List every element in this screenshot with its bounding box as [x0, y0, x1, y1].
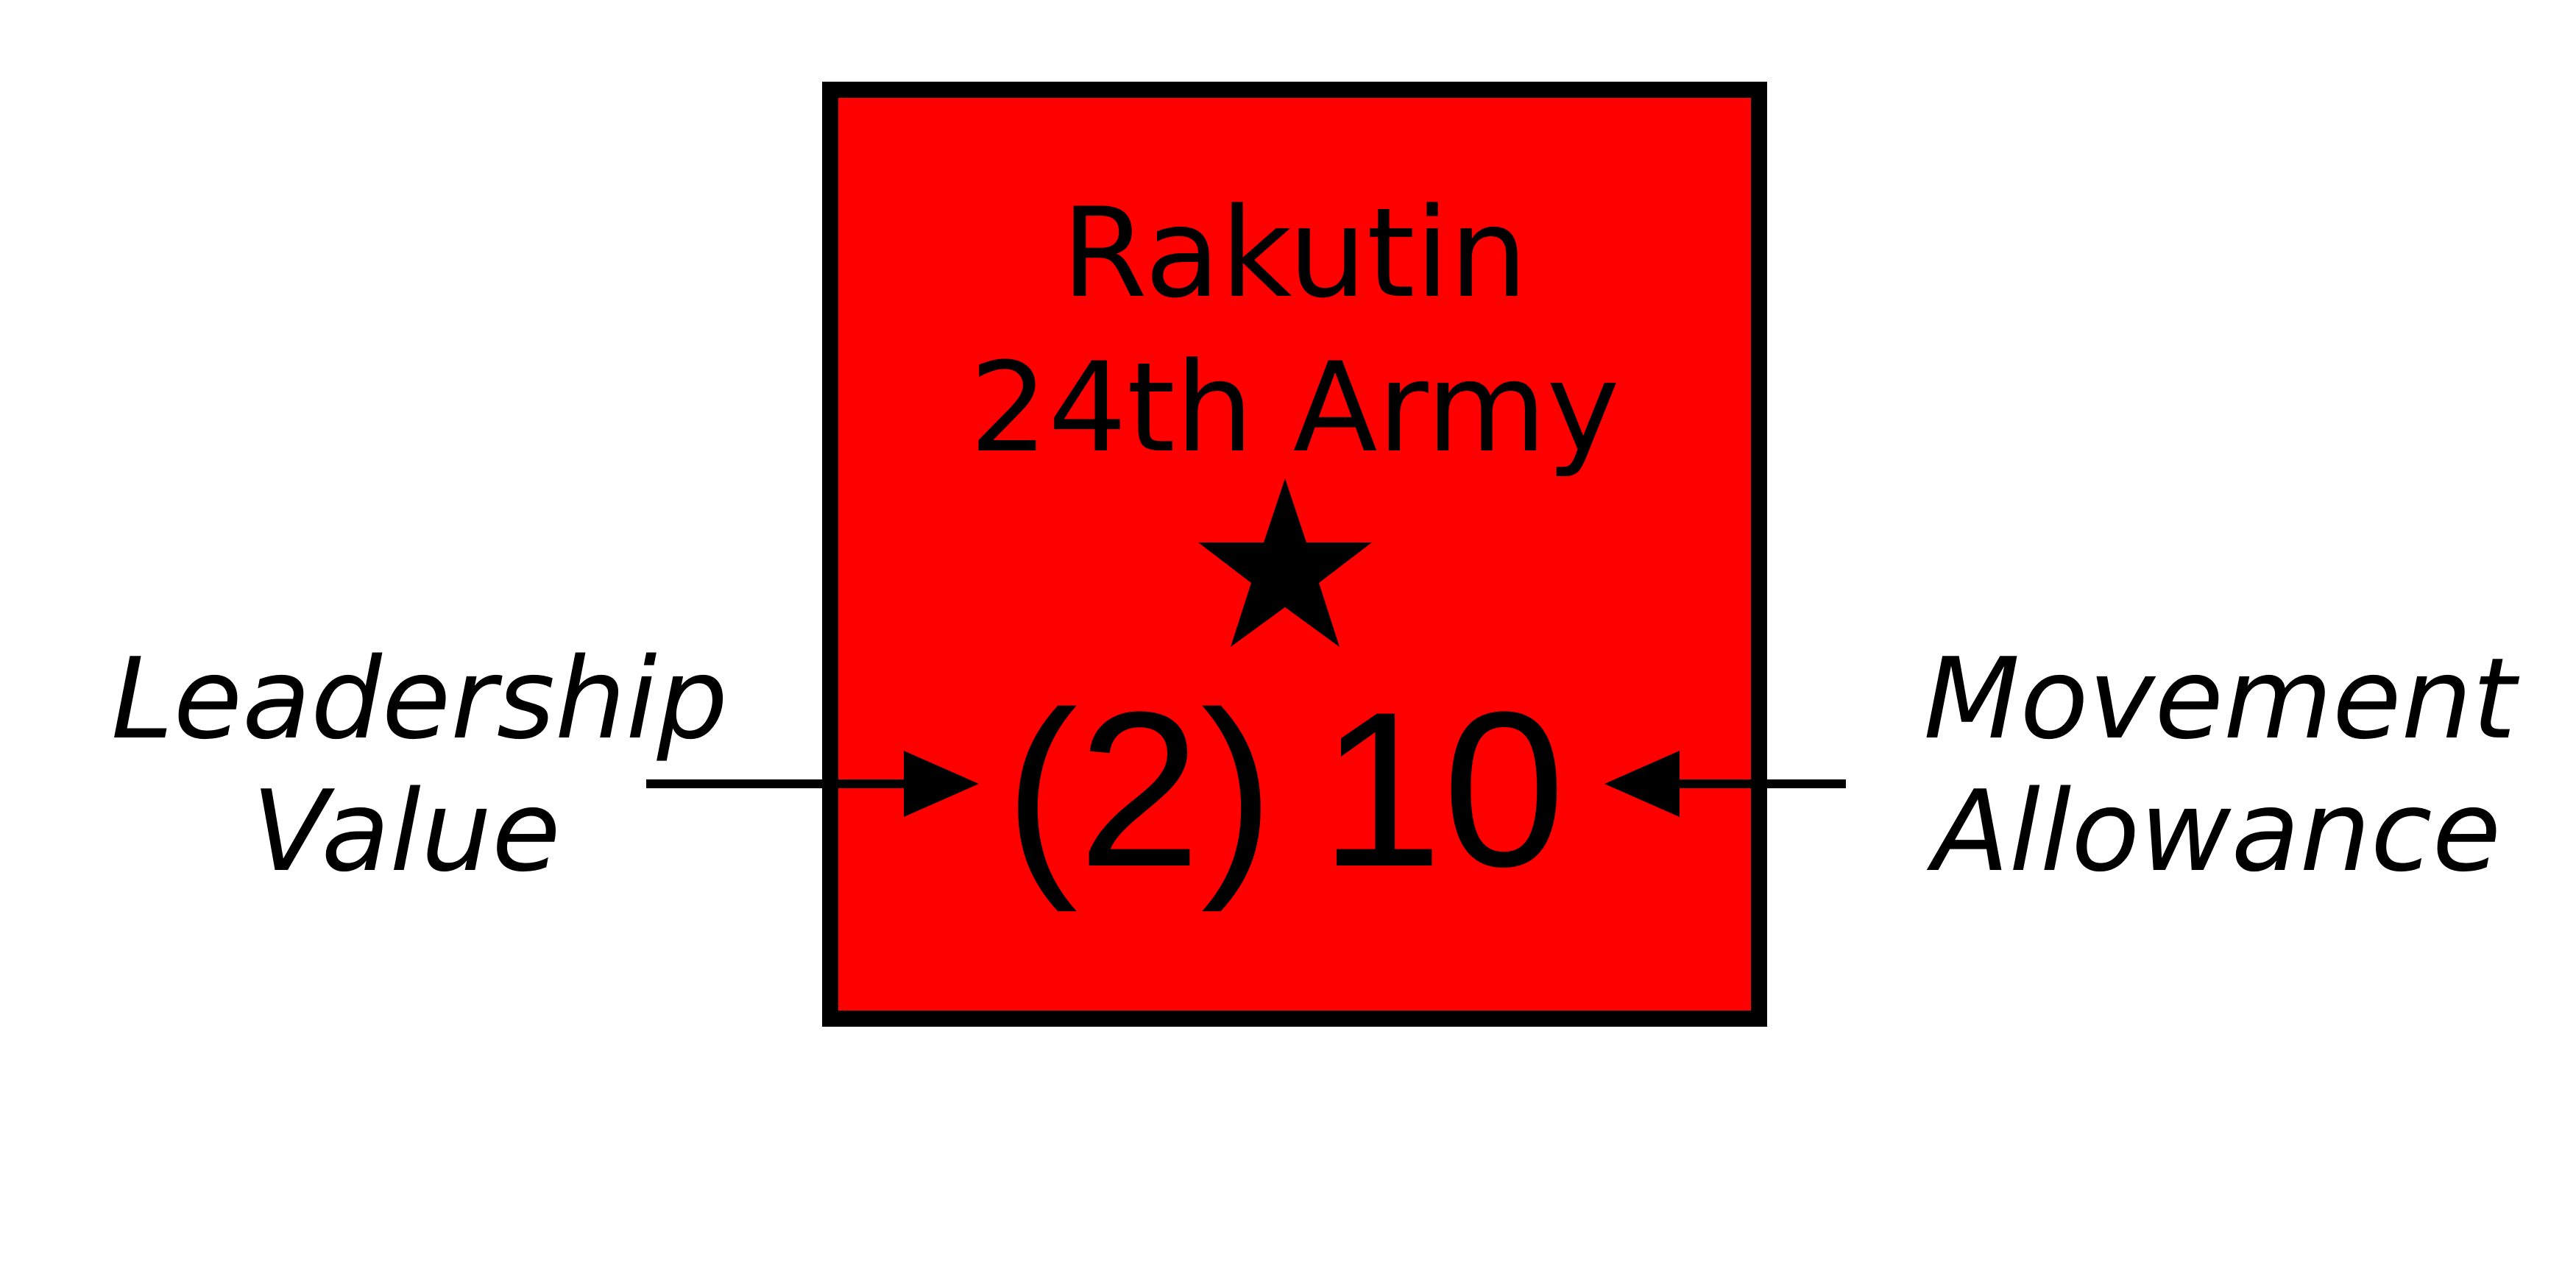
- leadership-value: (2): [1005, 665, 1275, 914]
- leadership-label-line1: Leadership: [111, 634, 728, 764]
- leadership-label-line2: Value: [252, 766, 560, 896]
- leadership-arrow-head: [904, 751, 979, 817]
- movement-label-line2: Allowance: [1926, 766, 2501, 896]
- movement-allowance-value: 10: [1320, 665, 1565, 913]
- movement-label-line1: Movement: [1923, 634, 2520, 764]
- star-icon: [1198, 478, 1372, 647]
- commander-name: Rakutin: [1061, 181, 1528, 325]
- movement-arrow-head: [1604, 751, 1680, 817]
- unit-name: 24th Army: [969, 336, 1620, 480]
